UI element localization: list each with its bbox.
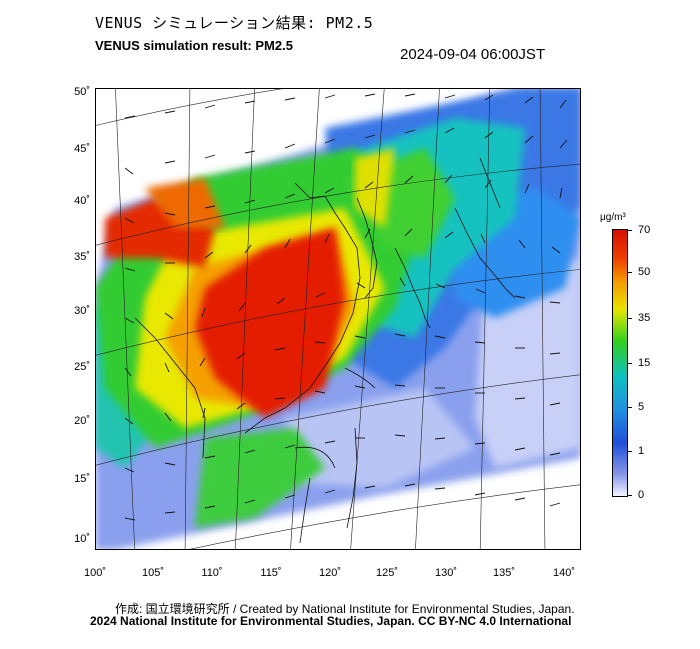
colorbar-tick bbox=[627, 495, 632, 496]
coastlines bbox=[134, 157, 516, 544]
colorbar-tick bbox=[627, 230, 632, 231]
colorbar-tick bbox=[627, 272, 632, 273]
lat-label-40: 40˚ bbox=[74, 195, 90, 207]
lon-label-125: 125˚ bbox=[375, 567, 399, 579]
lat-label-10: 10˚ bbox=[74, 533, 90, 545]
colorbar-label-0: 0 bbox=[638, 489, 645, 501]
wind-vectors bbox=[124, 93, 568, 521]
lon-label-110: 110˚ bbox=[201, 567, 223, 579]
lat-label-15: 15˚ bbox=[74, 473, 90, 485]
colorbar-tick bbox=[627, 318, 632, 319]
pm25-map-canvas bbox=[84, 57, 596, 574]
lat-label-45: 45˚ bbox=[74, 143, 90, 155]
colorbar-tick bbox=[627, 407, 632, 408]
colorbar-label-1: 1 bbox=[638, 445, 645, 457]
colorbar-tick bbox=[627, 363, 632, 364]
credit-line-1: 作成: 国立環境研究所 / Created by National Instit… bbox=[115, 602, 575, 616]
colorbar-label-15: 15 bbox=[638, 357, 651, 369]
forecast-timestamp: 2024-09-04 06:00JST bbox=[400, 46, 546, 63]
lon-label-120: 120˚ bbox=[318, 567, 342, 579]
lon-label-115: 115˚ bbox=[260, 567, 282, 579]
lat-label-25: 25˚ bbox=[74, 361, 90, 373]
colorbar bbox=[612, 229, 628, 497]
lat-label-30: 30˚ bbox=[74, 305, 90, 317]
colorbar-unit: μg/m³ bbox=[600, 212, 626, 223]
colorbar-tick bbox=[627, 451, 632, 452]
lon-label-135: 135˚ bbox=[492, 567, 516, 579]
map-title-english: VENUS simulation result: PM2.5 bbox=[95, 38, 293, 53]
colorbar-label-35: 35 bbox=[638, 312, 651, 324]
lon-label-105: 105˚ bbox=[141, 567, 165, 579]
lon-label-140: 140˚ bbox=[552, 567, 576, 579]
colorbar-label-5: 5 bbox=[638, 401, 645, 413]
colorbar-label-50: 50 bbox=[638, 266, 651, 278]
pm25-map bbox=[84, 57, 596, 574]
pm25-concentration-field bbox=[95, 88, 581, 550]
credit-line-2: 2024 National Institute for Environmenta… bbox=[90, 614, 572, 628]
lat-label-35: 35˚ bbox=[74, 251, 90, 263]
lon-label-130: 130˚ bbox=[434, 567, 458, 579]
lat-label-20: 20˚ bbox=[74, 415, 90, 427]
lon-label-100: 100˚ bbox=[83, 567, 107, 579]
map-title-japanese: VENUS シミュレーション結果: PM2.5 bbox=[95, 14, 374, 32]
lat-label-50: 50˚ bbox=[74, 86, 90, 98]
colorbar-label-70: 70 bbox=[638, 224, 651, 236]
